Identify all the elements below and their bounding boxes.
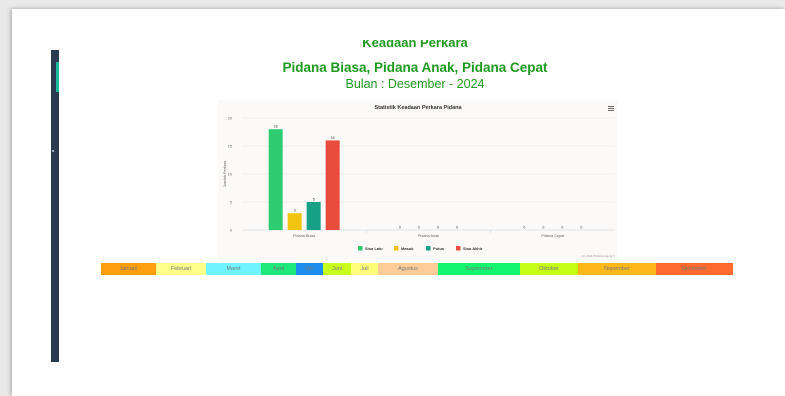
legend-label: Masuk	[401, 246, 414, 251]
legend-swatch	[456, 246, 461, 251]
x-tick-label: Pidana Anak	[418, 234, 439, 238]
x-tick-label: Pidana Biasa	[293, 234, 316, 238]
legend-label: Sisa Akhir	[463, 246, 483, 251]
sidebar[interactable]	[51, 50, 59, 362]
data-label: 0	[399, 226, 401, 230]
hamburger-menu-icon-line	[608, 108, 614, 109]
data-label: 0	[561, 226, 563, 230]
data-label: 0	[542, 226, 544, 230]
data-label: 0	[580, 226, 582, 230]
y-tick-label: 20	[228, 117, 232, 121]
data-label: 0	[456, 226, 458, 230]
data-label: 0	[523, 226, 525, 230]
bar-sisa-lalu	[268, 129, 283, 230]
legend-swatch	[394, 246, 399, 251]
data-label: 0	[437, 226, 439, 230]
month-button-januari[interactable]: Januari	[101, 263, 156, 275]
chart-credits: (C) 2024 PN/Kota Agung ©	[581, 254, 616, 258]
month-button-desember[interactable]: Desember	[656, 263, 733, 275]
y-tick-label: 10	[228, 173, 232, 177]
legend-label: Putus	[433, 246, 445, 251]
hamburger-menu-icon-line	[608, 110, 614, 111]
sidebar-marker	[52, 150, 54, 152]
month-button-april[interactable]: April	[261, 263, 296, 275]
legend-label: Sisa Lalu	[365, 246, 383, 251]
month-button-september[interactable]: September	[438, 263, 520, 275]
chart-title: Statistik Keadaan Perkara Pidana	[374, 105, 462, 111]
report-title: Keadaan Perkara	[362, 40, 468, 50]
y-tick-label: 5	[230, 201, 232, 205]
y-tick-label: 0	[230, 229, 232, 233]
report-subtitle: Pidana Biasa, Pidana Anak, Pidana Cepat	[282, 60, 548, 75]
hamburger-menu-icon-line	[608, 106, 614, 107]
bar-putus	[306, 202, 321, 230]
bar-chart: Statistik Keadaan Perkara Pidana 0 5 10 15 20…	[223, 105, 616, 258]
data-label: 18	[274, 125, 278, 129]
month-button-februari[interactable]: Februari	[156, 263, 206, 275]
month-selector: Januari Februari Maret April Mei Juni Juli Agus…	[101, 263, 734, 275]
legend-swatch	[426, 246, 431, 251]
bar-masuk	[287, 213, 302, 230]
month-button-mei[interactable]: Mei	[296, 263, 323, 275]
month-button-oktober[interactable]: Oktober	[520, 263, 578, 275]
data-label: 16	[331, 136, 335, 140]
data-label: 5	[313, 198, 315, 202]
report-header: Keadaan Perkara Pidana Biasa, Pidana Ana…	[270, 40, 560, 90]
data-label: 3	[294, 209, 296, 213]
y-tick-label: 15	[228, 145, 232, 149]
data-label: 0	[418, 226, 420, 230]
month-button-juli[interactable]: Juli	[351, 263, 378, 275]
legend-swatch	[358, 246, 363, 251]
month-button-agustus[interactable]: Agustus	[378, 263, 438, 275]
x-tick-label: Pidana Cepat	[541, 234, 565, 238]
sidebar-active-indicator	[56, 62, 59, 92]
chart-container: Statistik Keadaan Perkara Pidana 0 5 10 15 20…	[218, 100, 618, 260]
bar-sisa-akhir	[325, 140, 340, 230]
month-button-juni[interactable]: Juni	[323, 263, 351, 275]
y-axis-label: Jumlah Perkara	[223, 160, 227, 187]
month-button-nopember[interactable]: Nopember	[578, 263, 656, 275]
report-period: Bulan : Desember - 2024	[345, 77, 485, 90]
month-button-maret[interactable]: Maret	[206, 263, 261, 275]
